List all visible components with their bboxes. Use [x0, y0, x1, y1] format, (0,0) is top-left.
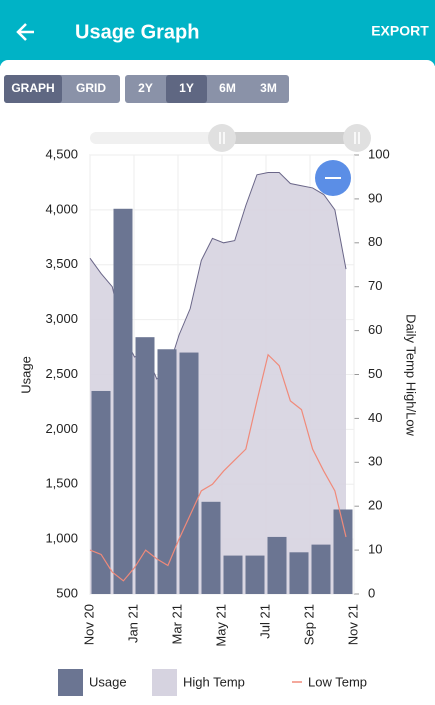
- back-button[interactable]: [16, 23, 34, 41]
- x-tick-label: Mar 21: [169, 604, 184, 644]
- y-tick-label: 2,000: [45, 421, 78, 436]
- y2-tick-label: 80: [368, 234, 382, 249]
- y-tick-label: 2,500: [45, 366, 78, 381]
- bar: [267, 536, 287, 594]
- line: [89, 353, 347, 582]
- slider-range: [222, 132, 357, 144]
- button[interactable]: GRAPH: [11, 81, 54, 95]
- y-tick-label: 500: [56, 585, 78, 600]
- y-axis-label: Usage: [18, 356, 33, 394]
- bar: [179, 352, 199, 594]
- y-tick-label: 4,000: [45, 201, 78, 216]
- button[interactable]: 1Y: [179, 81, 194, 95]
- bar: [135, 337, 155, 594]
- y2-tick-label: 70: [368, 278, 382, 293]
- button-selected: [4, 75, 62, 103]
- button[interactable]: GRID: [76, 81, 106, 95]
- bar: [201, 501, 221, 594]
- bar: [157, 349, 177, 594]
- button[interactable]: 2Y: [138, 81, 153, 95]
- x-tick-label: Sep 21: [301, 604, 316, 645]
- bar: [311, 544, 331, 594]
- plot: 5001,0001,5002,0002,5003,0003,5004,0004,…: [18, 146, 418, 646]
- x-tick-label: Jul 21: [257, 604, 272, 639]
- x-tick-label: May 21: [213, 604, 228, 647]
- x-tick-label: Nov 20: [81, 604, 96, 645]
- slider-track: [90, 132, 222, 144]
- area-line: [89, 172, 347, 380]
- x-tick-label: Nov 21: [345, 604, 360, 645]
- button[interactable]: 6M: [219, 81, 236, 95]
- legend-label: Low Temp: [308, 674, 367, 689]
- legend-label: High Temp: [183, 674, 245, 689]
- bar: [91, 390, 111, 594]
- range-slider: [90, 124, 371, 152]
- slider-thumb[interactable]: [208, 124, 236, 152]
- y-tick-label: 1,500: [45, 476, 78, 491]
- title: Usage Graph: [75, 21, 199, 43]
- toolbar: GRAPH GRID 2Y 1Y 6M 3M: [4, 75, 289, 103]
- bar: [113, 208, 133, 594]
- y2-tick-label: 100: [368, 146, 390, 161]
- legend-label: Usage: [89, 674, 127, 689]
- x-tick-label: Jan 21: [125, 604, 140, 643]
- app-bar: [0, 0, 435, 66]
- thumb-grip: [354, 132, 360, 144]
- y-tick-label: 3,000: [45, 311, 78, 326]
- bar: [333, 509, 353, 594]
- legend-swatch: [58, 669, 83, 696]
- y2-tick-label: 50: [368, 366, 382, 381]
- legend-swatch: [152, 669, 177, 696]
- y2-axis-label: Daily Temp High/Low: [404, 314, 419, 436]
- y2-tick-label: 90: [368, 190, 382, 205]
- bar: [289, 552, 309, 594]
- y2-tick-label: 40: [368, 410, 382, 425]
- y2-tick-label: 30: [368, 454, 382, 469]
- y2-tick-label: 0: [368, 585, 375, 600]
- y2-tick-label: 20: [368, 498, 382, 513]
- y-tick-label: 1,000: [45, 531, 78, 546]
- y-tick-label: 4,500: [45, 146, 78, 161]
- y2-tick-label: 10: [368, 542, 382, 557]
- export-button[interactable]: EXPORT: [371, 23, 429, 39]
- bar: [223, 555, 243, 594]
- y-tick-label: 3,500: [45, 256, 78, 271]
- button[interactable]: 3M: [260, 81, 277, 95]
- y2-tick-label: 60: [368, 322, 382, 337]
- button-selected: [166, 75, 207, 103]
- bar: [245, 555, 265, 594]
- thumb-grip: [219, 132, 225, 144]
- slider-thumb[interactable]: [343, 124, 371, 152]
